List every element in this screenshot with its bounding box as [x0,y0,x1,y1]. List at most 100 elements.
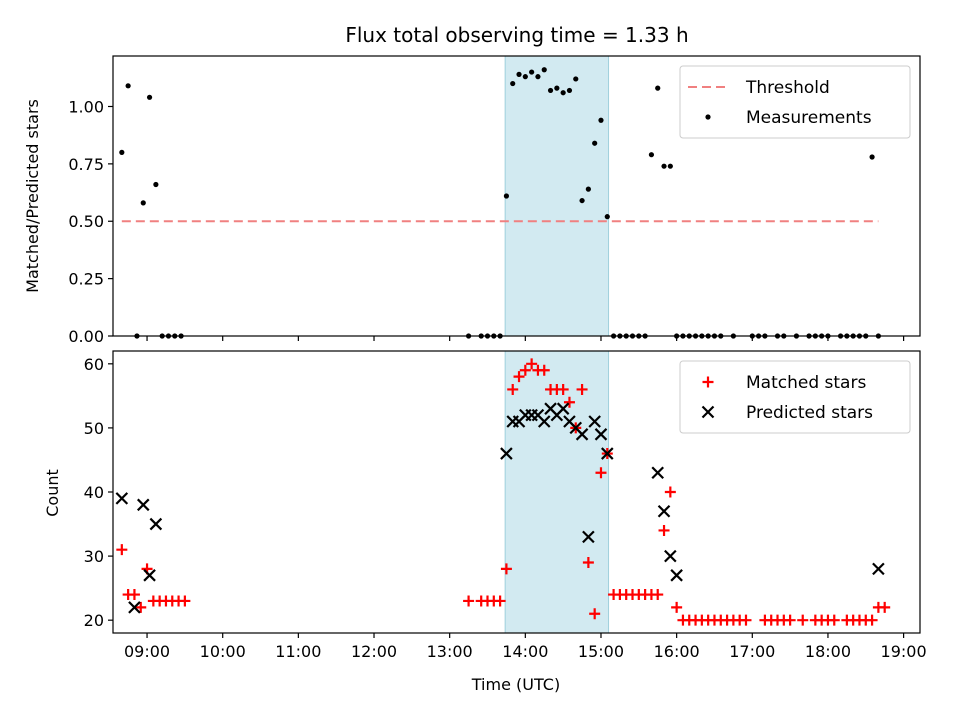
chart-title: Flux total observing time = 1.33 h [345,23,688,47]
data-point [872,562,885,576]
data-point [500,447,513,460]
data-point [594,428,608,441]
data-point [667,163,673,169]
data-point [522,74,528,80]
data-point [563,396,575,408]
x-tick-label: 12:00 [351,642,397,661]
data-point [664,486,676,498]
data-point [494,595,506,607]
data-point [579,197,585,204]
top-panel: Flux total observing time = 1.33 h Match… [23,23,921,346]
data-point [797,614,809,626]
x-tick-label: 14:00 [502,642,548,661]
x-tick-label: 09:00 [124,642,170,661]
y-tick-label: 20 [84,611,104,630]
data-point [116,544,128,556]
legend-swatch [705,114,711,120]
x-tick-label: 11:00 [275,642,321,661]
legend-box [679,360,911,434]
data-point [560,90,566,96]
bottom-panel: Time (UTC) Count 20 30 40 50 60 09:00 10:00 11:… [43,350,927,694]
data-point [547,87,554,94]
y-tick-label: 1.00 [68,97,104,116]
data-point [664,549,677,563]
y-tick-label: 0.00 [68,327,104,346]
data-point [576,383,588,395]
data-point [513,371,525,383]
data-point [153,181,159,188]
data-point [135,601,147,613]
data-point [529,69,535,75]
data-point [557,383,569,395]
data-point [658,524,670,536]
data-point [143,569,156,582]
data-point [535,74,541,80]
bottom-x-axis-label: Time (UTC) [471,675,560,694]
data-point [503,193,510,199]
data-point [140,200,146,206]
data-point [128,589,140,601]
axes-frame [112,55,921,337]
data-point [592,140,598,146]
x-tick-label: 15:00 [578,642,624,661]
data-point [601,447,614,460]
top-axes: 0.00 0.25 0.50 0.75 1.00 [68,55,921,346]
data-point [879,601,891,613]
data-point [869,154,875,160]
data-point [519,364,531,376]
data-point [652,589,664,601]
x-tick-label: 18:00 [805,642,851,661]
data-point [588,415,601,428]
y-tick-label: 30 [84,547,104,566]
data-point [595,467,607,479]
data-point [556,402,570,415]
data-point [516,71,522,77]
data-point [740,614,752,626]
data-point [146,94,153,100]
legend-box [679,65,911,139]
data-point [655,85,661,91]
bottom-legend: Matched stars Predicted stars [679,360,911,434]
data-point [500,563,512,575]
data-point [526,358,538,370]
top-y-axis-label: Matched/Predicted stars [23,99,42,293]
data-point [537,415,551,428]
y-tick-label: 50 [84,419,104,438]
observing-window [504,55,610,337]
data-point [670,569,683,582]
legend-label: Matched stars [746,373,866,393]
data-point [554,85,560,91]
y-tick-label: 0.75 [68,155,104,174]
data-point [179,595,191,607]
data-point [582,530,595,544]
data-point [585,186,591,192]
x-tick-label: 10:00 [200,642,246,661]
y-tick-label: 0.25 [68,270,104,289]
data-point [128,601,141,614]
data-point [648,152,655,158]
data-point [125,83,131,89]
y-tick-label: 60 [84,355,104,374]
x-tick-label: 19:00 [881,642,927,661]
data-point [510,80,516,87]
data-point [589,608,601,620]
data-point [463,595,475,607]
data-point [507,383,519,395]
top-legend: Threshold Measurements [679,65,911,139]
data-point [671,601,683,613]
x-tick-label: 13:00 [427,642,473,661]
data-point [566,87,573,94]
legend-swatch [701,405,715,419]
data-point [541,67,547,73]
bottom-marks [115,358,891,626]
bottom-axes: 20 30 40 50 60 09:00 10:00 11:00 12:00 13:00 14:00… [84,350,927,661]
legend-label: Measurements [746,108,872,128]
data-point [573,76,579,82]
data-point [784,614,796,626]
data-point [598,117,604,123]
legend-label: Threshold [745,78,830,98]
data-point [538,364,550,376]
legend-label: Predicted stars [746,403,873,423]
